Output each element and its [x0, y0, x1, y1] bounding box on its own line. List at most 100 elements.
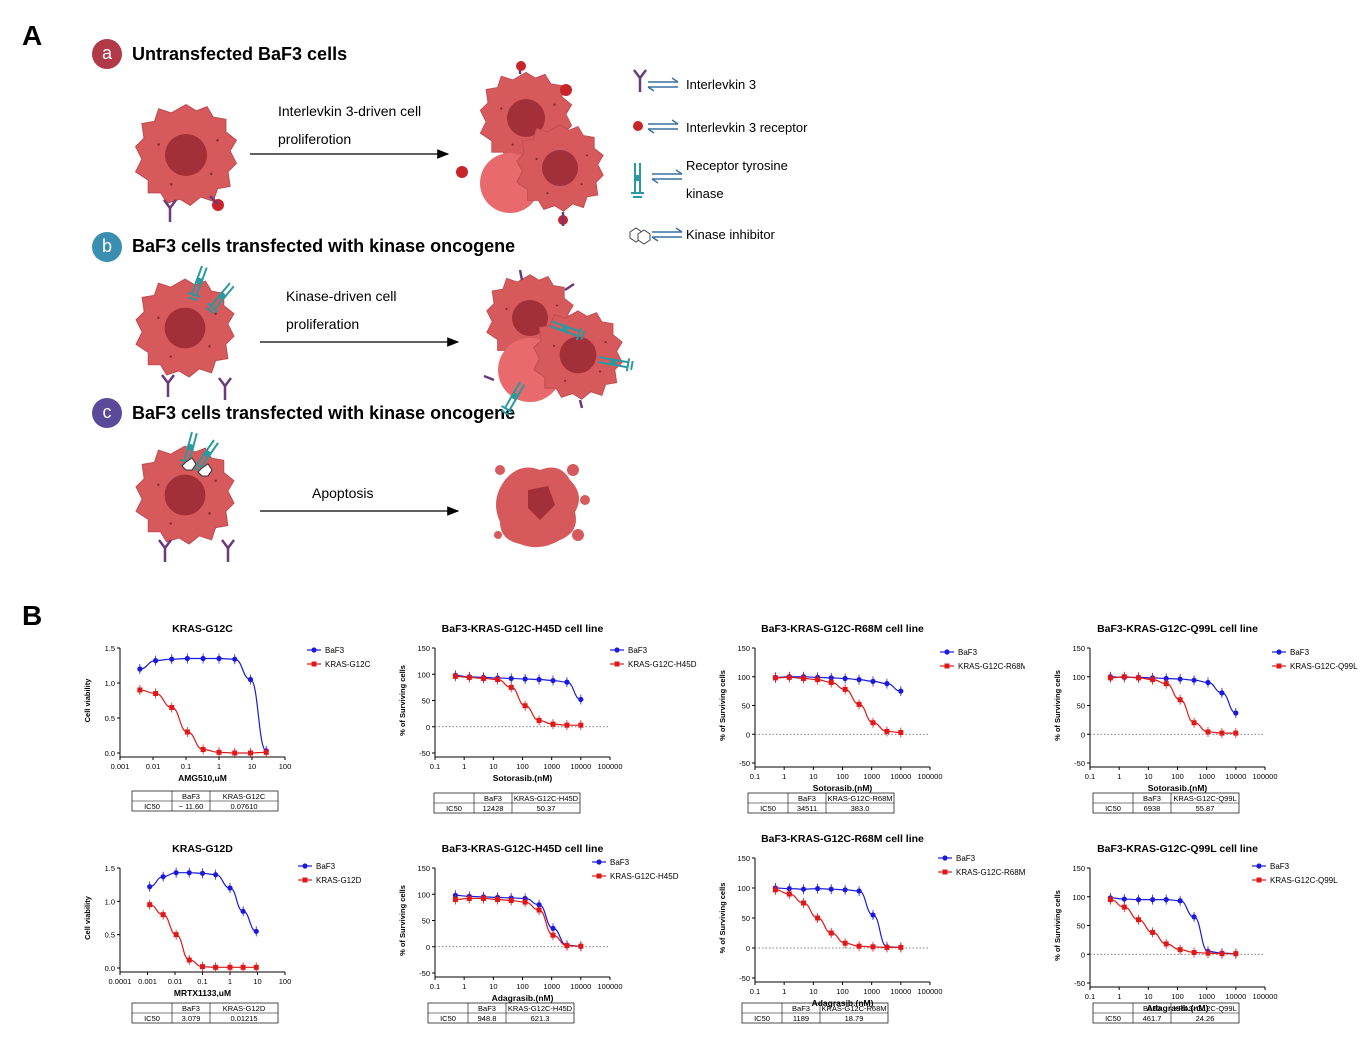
arrow-b-text-2: proliferation [286, 316, 360, 332]
ic50-table-header: BaF3 [182, 792, 200, 801]
x-tick-label: 0.001 [138, 977, 157, 986]
y-axis-label: % of Surviving cells [398, 665, 407, 736]
y-tick-label: 100 [737, 673, 750, 682]
ic50-table-cell: 12428 [483, 804, 504, 813]
chart-6: BaF3-KRAS-G12C-H45D cell line -50 0 50 100 15… [398, 843, 679, 1024]
x-tick-label: 10000 [1225, 992, 1246, 1001]
x-tick-label: 1000 [863, 772, 880, 781]
ic50-table-header: BaF3 [798, 794, 816, 803]
ic50-table-cell: 383.0 [851, 804, 870, 813]
y-tick-label: 50 [742, 914, 750, 923]
arrow-b-text-1: Kinase-driven cell [286, 288, 397, 304]
legend-entry: KRAS-G12C-H45D [628, 660, 697, 669]
legend-rtk-icon [630, 162, 683, 198]
chart-title: BaF3-KRAS-G12C-R68M cell line [761, 833, 924, 845]
x-axis-label: Sotorasib.(nM) [493, 773, 553, 783]
panel-a-letter: A [22, 20, 43, 51]
x-tick-label: 100 [1171, 992, 1184, 1001]
x-tick-label: 10000 [1225, 772, 1246, 781]
y-tick-label: 0 [1081, 730, 1085, 739]
row-a-title: Untransfected BaF3 cells [132, 44, 348, 64]
ic50-table-cell: 621.3 [531, 1014, 550, 1023]
x-tick-label: 1 [782, 987, 786, 996]
ic50-table-header: BaF3 [1143, 794, 1161, 803]
cell-b-left [135, 263, 238, 402]
y-tick-label: -50 [739, 759, 750, 768]
y-tick-label: 100 [1072, 673, 1085, 682]
x-tick-label: 1000 [543, 762, 560, 771]
x-tick-label: 1 [782, 772, 786, 781]
ic50-table-cell: 0.07610 [230, 802, 257, 811]
x-tick-label: 1 [1117, 772, 1121, 781]
x-tick-label: 1000 [1198, 772, 1215, 781]
ic50-table-cell: 55.87 [1196, 804, 1215, 813]
y-axis-label: Cell viability [83, 895, 92, 940]
ic50-table-header: BaF3 [484, 794, 502, 803]
y-axis-label: Cell viability [83, 678, 92, 723]
badge-c: c [92, 398, 122, 428]
y-axis-label: % of Surviving cells [718, 883, 727, 954]
y-axis-label: % of Surviving cells [1053, 890, 1062, 961]
chart-title: BaF3-KRAS-G12C-H45D cell line [442, 623, 604, 635]
x-tick-label: 100000 [917, 987, 942, 996]
x-tick-label: 100 [279, 762, 292, 771]
ic50-table-header: KRAS-G12C-H45D [514, 794, 579, 803]
y-tick-label: 0 [746, 730, 750, 739]
x-tick-label: 100 [836, 987, 849, 996]
series-line-2 [139, 689, 267, 754]
arrow-a-text-2: proliferotion [278, 131, 352, 147]
y-tick-label: 50 [422, 917, 430, 926]
series-line-2 [1110, 676, 1236, 734]
ic50-table-cell: 948.8 [478, 1014, 497, 1023]
y-tick-label: 0.0 [105, 964, 115, 973]
y-axis-label: % of Surviving cells [398, 885, 407, 956]
ic50-table-header: KRAS-G12C-R68M [821, 1004, 886, 1013]
series-line-1 [455, 674, 581, 701]
x-tick-label: 100000 [917, 772, 942, 781]
chart-title: BaF3-KRAS-G12C-Q99L cell line [1097, 843, 1258, 855]
legend-entry: KRAS-G12C-R68M [956, 868, 1025, 877]
x-tick-label: 0.1 [750, 987, 760, 996]
ic50-table-cell: 50.37 [537, 804, 556, 813]
y-tick-label: 1.0 [105, 679, 115, 688]
x-tick-label: 1000 [863, 987, 880, 996]
series-line-1 [139, 657, 267, 752]
legend-entry: BaF3 [1290, 648, 1310, 657]
x-tick-label: 100 [516, 762, 529, 771]
y-tick-label: 100 [417, 670, 430, 679]
series-line-2 [775, 889, 901, 948]
x-axis-label: Sotorasib.(nM) [813, 783, 873, 793]
x-axis-label: MRTX1133,uM [174, 988, 231, 998]
y-tick-label: 0 [1081, 950, 1085, 959]
x-tick-label: 100 [279, 977, 292, 986]
x-tick-label: 1 [228, 977, 232, 986]
x-tick-label: 10000 [890, 987, 911, 996]
y-tick-label: 150 [1072, 864, 1085, 873]
legend-il3r-label: Interlevkin 3 receptor [686, 120, 808, 135]
ic50-table-cell: 461.7 [1143, 1014, 1162, 1023]
legend-hexagon-icon [629, 227, 683, 245]
chart-title: BaF3-KRAS-G12C-H45D cell line [442, 843, 604, 855]
legend-entry: KRAS-G12C [325, 660, 371, 669]
legend-entry: KRAS-G12C-H45D [610, 872, 679, 881]
arrow-c-text: Apoptosis [312, 485, 374, 501]
legend-entry: BaF3 [956, 854, 976, 863]
x-tick-label: 10000 [570, 982, 591, 991]
y-tick-label: 150 [737, 854, 750, 863]
ic50-table-cell: 6938 [1144, 804, 1161, 813]
legend-il3-icon [633, 69, 679, 92]
ic50-table-cell: 24.26 [1196, 1014, 1215, 1023]
legend-entry: KRAS-G12C-Q99L [1270, 876, 1338, 885]
ic50-table-header: BaF3 [182, 1004, 200, 1013]
y-tick-label: 0 [746, 944, 750, 953]
row-b-title: BaF3 cells transfected with kinase oncog… [132, 236, 516, 256]
y-tick-label: 1.0 [105, 897, 115, 906]
x-tick-label: 0.1 [1085, 992, 1095, 1001]
ic50-table-cell: 3.079 [182, 1014, 201, 1023]
legend-il3r-icon [633, 119, 679, 134]
cell-a-left [135, 104, 237, 224]
legend-entry: BaF3 [610, 858, 630, 867]
ic50-table-header: KRAS-G12D [223, 1004, 266, 1013]
ic50-table-header: KRAS-G12C [223, 792, 266, 801]
x-axis-label: Adagrasib.(nM) [492, 993, 554, 1003]
